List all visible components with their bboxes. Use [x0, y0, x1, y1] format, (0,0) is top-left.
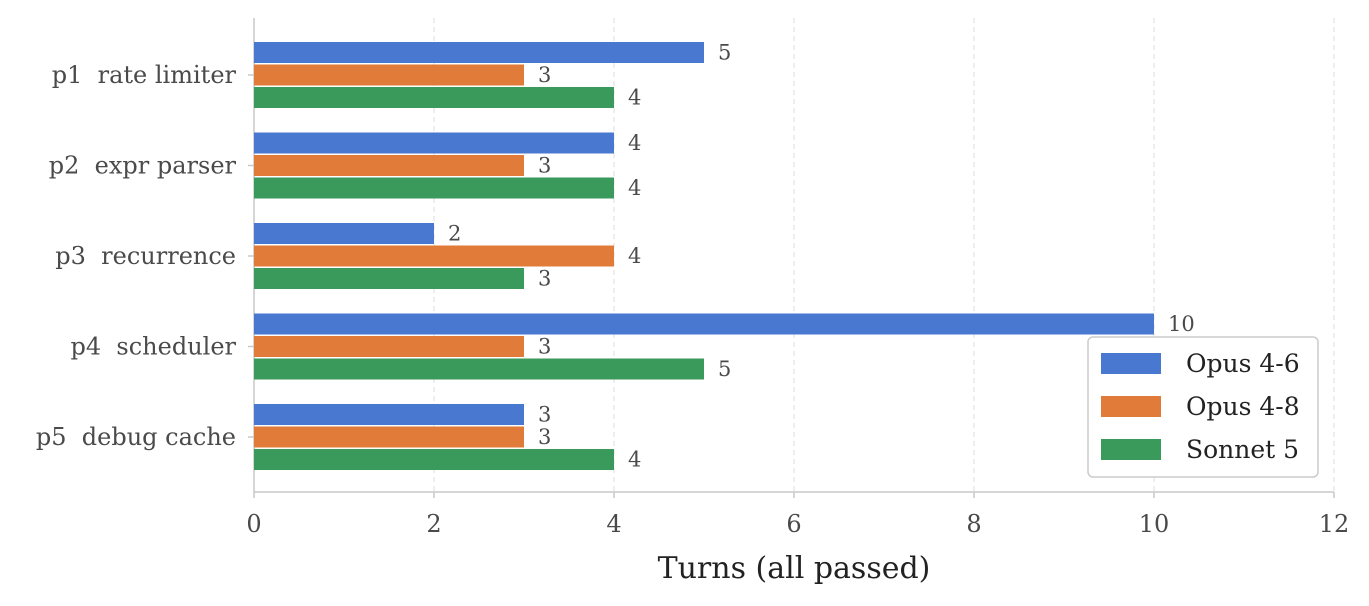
bar [254, 155, 524, 176]
bar-value-label: 3 [538, 63, 551, 87]
category-labels: p1 rate limiter p2 expr parser p3 recurren… [36, 61, 237, 451]
bar [254, 87, 614, 108]
bar-value-label: 3 [538, 154, 551, 178]
bar [254, 268, 524, 289]
category-label: p3 recurrence [55, 242, 236, 270]
x-tick-label: 2 [426, 510, 441, 538]
bar-value-label: 5 [718, 357, 731, 381]
x-axis-title: Turns (all passed) [658, 551, 931, 586]
bar [254, 404, 524, 425]
category-label: p4 scheduler [71, 333, 237, 361]
x-tick-label: 0 [246, 510, 261, 538]
bar [254, 64, 524, 86]
bar [254, 313, 1154, 335]
x-tick-label: 12 [1319, 510, 1350, 538]
bar-value-label: 3 [538, 267, 551, 291]
legend-label: Opus 4-6 [1186, 349, 1300, 378]
bar [254, 42, 704, 63]
bar-value-label: 2 [448, 222, 461, 246]
bar [254, 223, 434, 244]
bars [254, 42, 1154, 470]
category-label: p1 rate limiter [52, 61, 237, 89]
legend-label: Sonnet 5 [1186, 435, 1299, 464]
bar-value-label: 4 [628, 448, 641, 472]
bar [254, 132, 614, 154]
legend-swatch [1101, 396, 1161, 417]
x-tick-labels: 0 2 4 6 8 10 12 [246, 510, 1349, 538]
bar-value-label: 3 [538, 425, 551, 449]
bar-value-label: 4 [628, 244, 641, 268]
category-label: p2 expr parser [49, 152, 237, 180]
x-tick-label: 6 [786, 510, 801, 538]
bar [254, 426, 524, 448]
bar [254, 177, 614, 199]
bar-value-label: 4 [628, 86, 641, 110]
x-tick-label: 10 [1139, 510, 1170, 538]
bar [254, 449, 614, 470]
bar-value-label: 5 [718, 41, 731, 65]
bar-value-label: 4 [628, 176, 641, 200]
bar-value-label: 4 [628, 131, 641, 155]
bar-value-label: 3 [538, 403, 551, 427]
bar-value-label: 3 [538, 335, 551, 359]
bar-value-label: 10 [1168, 312, 1195, 336]
legend: Opus 4-6 Opus 4-8 Sonnet 5 [1087, 336, 1319, 478]
legend-swatch [1101, 439, 1161, 460]
legend-swatch [1101, 353, 1161, 374]
category-label: p5 debug cache [36, 423, 236, 451]
bar [254, 336, 524, 357]
bar [254, 245, 614, 267]
x-tick-label: 4 [606, 510, 621, 538]
x-tick-label: 8 [966, 510, 981, 538]
bar [254, 358, 704, 380]
legend-label: Opus 4-8 [1186, 392, 1300, 421]
